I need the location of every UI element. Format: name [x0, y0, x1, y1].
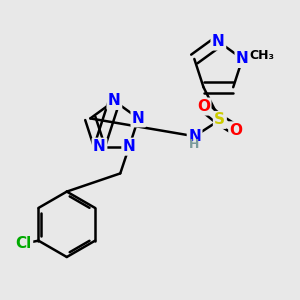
Text: Cl: Cl [16, 236, 32, 251]
Text: N: N [93, 139, 106, 154]
Text: N: N [212, 34, 225, 49]
Text: N: N [132, 111, 145, 126]
Text: N: N [123, 139, 136, 154]
Text: CH₃: CH₃ [249, 50, 274, 62]
Text: H: H [189, 138, 199, 151]
Text: O: O [230, 123, 243, 138]
Text: N: N [188, 129, 201, 144]
Text: S: S [214, 112, 225, 128]
Text: N: N [236, 52, 249, 67]
Text: O: O [197, 99, 210, 114]
Text: N: N [108, 94, 121, 109]
